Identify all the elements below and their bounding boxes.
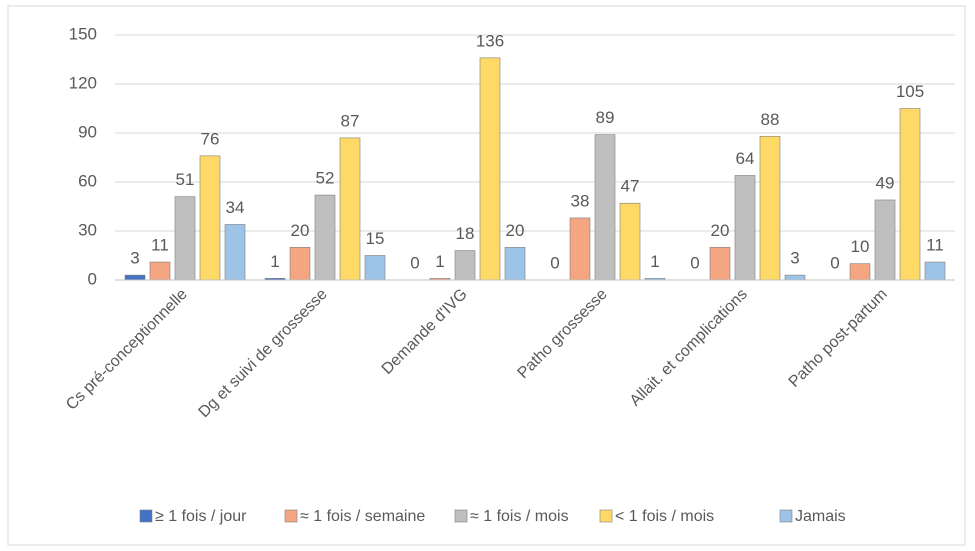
bar bbox=[364, 255, 386, 281]
data-label: 64 bbox=[736, 149, 755, 168]
data-label: 0 bbox=[690, 253, 699, 272]
bar bbox=[224, 224, 246, 281]
data-label: 20 bbox=[291, 221, 310, 240]
y-tick-label: 30 bbox=[78, 220, 97, 239]
bar bbox=[759, 135, 781, 281]
data-label: 11 bbox=[151, 236, 169, 255]
bar bbox=[199, 155, 221, 281]
data-label: 11 bbox=[926, 236, 944, 255]
legend-marker bbox=[454, 509, 468, 523]
bar bbox=[479, 57, 501, 281]
bar bbox=[849, 263, 871, 281]
data-label: 0 bbox=[550, 253, 559, 272]
y-tick-label: 60 bbox=[78, 171, 97, 190]
bar bbox=[174, 196, 196, 281]
bar bbox=[619, 202, 641, 281]
bar bbox=[924, 261, 946, 281]
legend-marker bbox=[139, 509, 153, 523]
bar bbox=[339, 137, 361, 281]
bar bbox=[454, 250, 476, 281]
data-label: 1 bbox=[270, 252, 279, 271]
data-label: 18 bbox=[456, 224, 475, 243]
data-label: 1 bbox=[435, 252, 444, 271]
bar bbox=[594, 134, 616, 281]
data-label: 51 bbox=[176, 170, 195, 189]
data-label: 88 bbox=[761, 110, 780, 129]
data-label: 20 bbox=[711, 221, 730, 240]
legend-label: < 1 fois / mois bbox=[615, 508, 714, 525]
data-label: 34 bbox=[226, 198, 245, 217]
bar bbox=[504, 247, 526, 281]
data-label: 3 bbox=[790, 249, 799, 268]
data-label: 3 bbox=[130, 249, 139, 268]
data-label: 52 bbox=[316, 169, 335, 188]
bar bbox=[149, 261, 171, 281]
data-label: 0 bbox=[410, 253, 419, 272]
legend-marker bbox=[779, 509, 793, 523]
y-tick-label: 0 bbox=[88, 269, 97, 288]
bar bbox=[314, 194, 336, 281]
data-label: 87 bbox=[341, 111, 360, 130]
bar bbox=[899, 108, 921, 281]
bar bbox=[709, 247, 731, 281]
data-label: 76 bbox=[201, 129, 220, 148]
y-tick-label: 150 bbox=[69, 24, 97, 43]
legend-label: ≈ 1 fois / semaine bbox=[300, 508, 425, 525]
data-label: 10 bbox=[851, 237, 870, 256]
legend-marker bbox=[599, 509, 613, 523]
legend-marker bbox=[284, 509, 298, 523]
data-label: 47 bbox=[621, 177, 640, 196]
data-label: 0 bbox=[830, 253, 839, 272]
data-label: 89 bbox=[596, 108, 615, 127]
bar bbox=[874, 199, 896, 281]
legend-label: ≥ 1 fois / jour bbox=[155, 508, 247, 525]
bar bbox=[734, 175, 756, 281]
data-label: 49 bbox=[876, 173, 895, 192]
legend-label: ≈ 1 fois / mois bbox=[470, 508, 569, 525]
bar bbox=[289, 247, 311, 281]
data-label: 1 bbox=[650, 252, 659, 271]
bar bbox=[784, 274, 806, 281]
bar bbox=[124, 274, 146, 281]
data-label: 136 bbox=[476, 31, 504, 50]
bar bbox=[569, 217, 591, 281]
data-label: 105 bbox=[896, 82, 924, 101]
y-tick-label: 120 bbox=[69, 73, 97, 92]
data-label: 38 bbox=[571, 191, 590, 210]
legend-label: Jamais bbox=[795, 508, 846, 525]
y-tick-label: 90 bbox=[78, 122, 97, 141]
data-label: 20 bbox=[506, 221, 525, 240]
data-label: 15 bbox=[366, 229, 385, 248]
